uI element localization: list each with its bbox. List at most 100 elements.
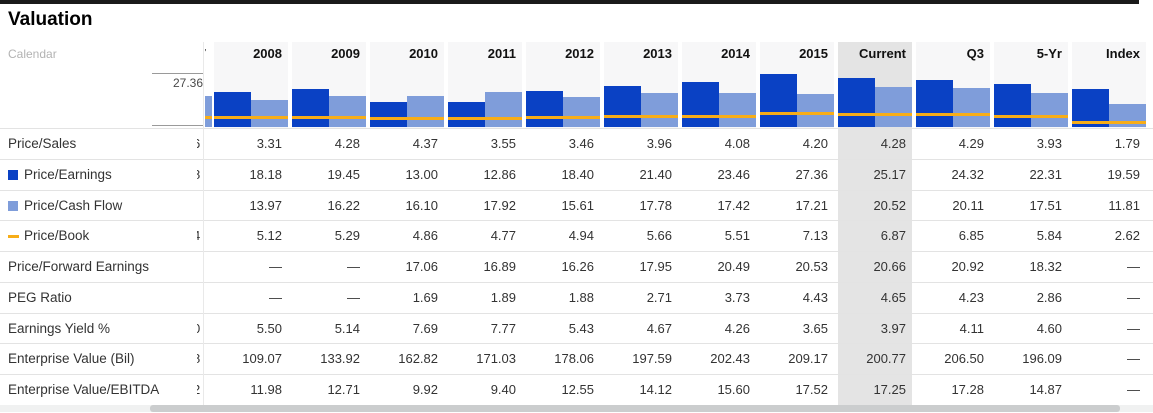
price-earnings-bar <box>448 102 485 127</box>
table-cell: 5.29 <box>334 228 360 244</box>
price-cashflow-bar <box>329 95 366 127</box>
table-cell: 4.94 <box>568 228 594 244</box>
table-cell: — <box>347 259 360 275</box>
table-cell: 22.31 <box>1029 166 1062 182</box>
price-book-line <box>292 115 366 119</box>
table-cell: 209.17 <box>788 351 828 367</box>
table-cell: 20.52 <box>873 197 906 213</box>
table-cell: 17.52 <box>795 382 828 398</box>
table-row: Enterprise Value (Bil) 8 109.07 133.92 162.8… <box>0 343 1153 374</box>
table-cell: 178.06 <box>554 351 594 367</box>
table-cell: 17.28 <box>951 382 984 398</box>
row-label: Price/Sales <box>8 136 77 151</box>
price-cashflow-bar <box>641 92 678 127</box>
table-cell: 18.32 <box>1029 259 1062 275</box>
frozen-column-divider <box>203 42 204 405</box>
price-earnings-bar <box>214 91 251 127</box>
table-cell: 133.92 <box>320 351 360 367</box>
table-cell: 3.96 <box>646 136 672 151</box>
table-cell: 20.11 <box>952 197 984 213</box>
column-header-2014: 2014 <box>721 46 750 61</box>
price-cashflow-bar <box>485 92 522 127</box>
clipped-column-pricebook-line-sliver <box>205 116 212 120</box>
price-book-line <box>604 115 678 119</box>
row-label: Price/Earnings <box>24 166 112 182</box>
table-cell: 20.92 <box>951 259 984 275</box>
table-cell: 17.92 <box>483 197 516 213</box>
clipped-column-value-fragment: 6 <box>197 129 204 160</box>
table-cell: 11.81 <box>1108 197 1140 213</box>
table-cell: 200.77 <box>866 351 906 367</box>
table-cell: 17.21 <box>795 197 828 213</box>
row-label: Price/Cash Flow <box>24 197 123 213</box>
price-book-line <box>214 116 288 120</box>
column-header-5-yr: 5-Yr <box>1036 46 1062 61</box>
table-cell: 14.12 <box>639 382 672 398</box>
table-cell: 9.92 <box>412 382 438 398</box>
price-book-line <box>682 115 756 119</box>
table-cell: 16.89 <box>483 259 516 275</box>
axis-max-label: 27.36 <box>172 76 203 90</box>
table-cell: 202.43 <box>710 351 750 367</box>
table-cell: 5.84 <box>1036 228 1062 244</box>
price-earnings-bar <box>292 89 329 127</box>
price-book-line <box>838 112 912 116</box>
table-cell: 20.66 <box>873 259 906 275</box>
table-row: Price/Book 4 5.12 5.29 4.86 4.77 4.94 5.66 5.51 7… <box>0 220 1153 251</box>
table-cell: 25.17 <box>873 166 906 182</box>
table-cell: 15.60 <box>717 382 750 398</box>
column-header-2015: 2015 <box>799 46 828 61</box>
table-cell: 4.60 <box>1036 320 1062 336</box>
axis-top-tick-line <box>152 73 203 74</box>
table-cell: 3.73 <box>724 289 750 305</box>
table-cell: 12.71 <box>327 382 360 398</box>
section-top-border <box>0 0 1139 4</box>
table-cell: 2.86 <box>1036 289 1062 305</box>
blue-square-icon <box>8 170 18 181</box>
table-cell: — <box>347 289 360 305</box>
table-row: PEG Ratio — — 1.69 1.89 1.88 2.71 3.73 4.43 4.65 4… <box>0 281 1153 313</box>
table-cell: 17.06 <box>405 259 438 275</box>
table-cell: 1.79 <box>1114 136 1140 151</box>
table-cell: 3.31 <box>256 136 282 151</box>
table-cell: 196.09 <box>1022 351 1062 367</box>
table-cell: 5.12 <box>256 228 282 244</box>
horizontal-scrollbar-thumb[interactable] <box>150 405 1120 412</box>
table-cell: 2.62 <box>1114 228 1140 244</box>
table-cell: 4.23 <box>958 289 984 305</box>
price-earnings-bar <box>526 91 563 127</box>
price-book-line <box>994 114 1068 118</box>
table-cell: 4.11 <box>959 320 984 336</box>
table-cell: 5.51 <box>724 228 750 244</box>
table-cell: 5.14 <box>334 320 360 336</box>
table-cell: 3.65 <box>802 320 828 336</box>
clipped-column-header-fragment: 7 <box>205 46 209 61</box>
table-cell: 7.69 <box>412 320 438 336</box>
table-cell: 3.93 <box>1036 136 1062 151</box>
row-label: Enterprise Value/EBITDA <box>8 382 160 398</box>
table-cell: — <box>1127 259 1140 275</box>
table-cell: 14.87 <box>1029 382 1062 398</box>
table-cell: 19.45 <box>327 166 360 182</box>
column-header-q3: Q3 <box>966 46 984 61</box>
table-cell: 4.43 <box>802 289 828 305</box>
table-cell: — <box>269 289 282 305</box>
clipped-column-value-fragment: 8 <box>197 344 204 375</box>
page-title: Valuation <box>8 9 93 30</box>
table-cell: 18.40 <box>561 166 594 182</box>
table-cell: 206.50 <box>944 351 984 367</box>
clipped-column-cashflow-bar-sliver <box>205 95 212 127</box>
price-book-line <box>526 116 600 120</box>
table-cell: 16.22 <box>327 197 360 213</box>
price-cashflow-bar <box>797 93 834 127</box>
table-cell: 4.28 <box>334 136 360 151</box>
table-cell: 4.29 <box>958 136 984 151</box>
table-cell: 20.49 <box>717 259 750 275</box>
table-cell: 18.18 <box>249 166 282 182</box>
table-cell: 4.65 <box>880 289 906 305</box>
price-book-line <box>916 112 990 116</box>
table-cell: 16.26 <box>561 259 594 275</box>
table-cell: 162.82 <box>398 351 438 367</box>
yellow-dash-icon <box>8 235 19 239</box>
